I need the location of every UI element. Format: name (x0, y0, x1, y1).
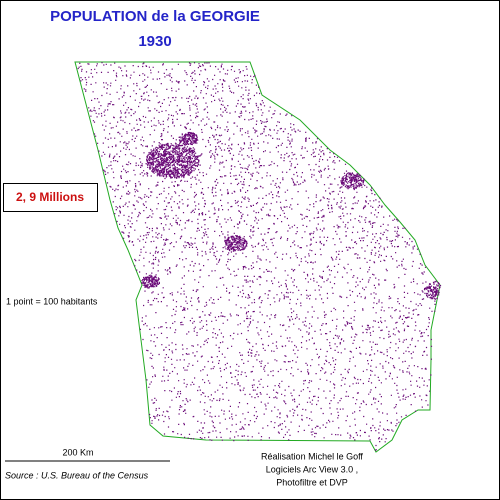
map-year: 1930 (138, 33, 171, 50)
population-dots (77, 62, 442, 451)
source: Source : U.S. Bureau of the Census (5, 470, 149, 480)
map-title: POPULATION de la GEORGIE (50, 8, 260, 25)
total-box (3, 183, 98, 212)
scale-label: 200 Km (62, 447, 93, 457)
legend: 1 point = 100 habitants (6, 296, 98, 306)
total-population: 2, 9 Millions (16, 190, 84, 204)
credit-line: Réalisation Michel le Goff (261, 451, 363, 461)
credit-line: Photofiltre et DVP (276, 477, 348, 487)
credit-line: Logiciels Arc View 3.0 , (266, 464, 358, 474)
